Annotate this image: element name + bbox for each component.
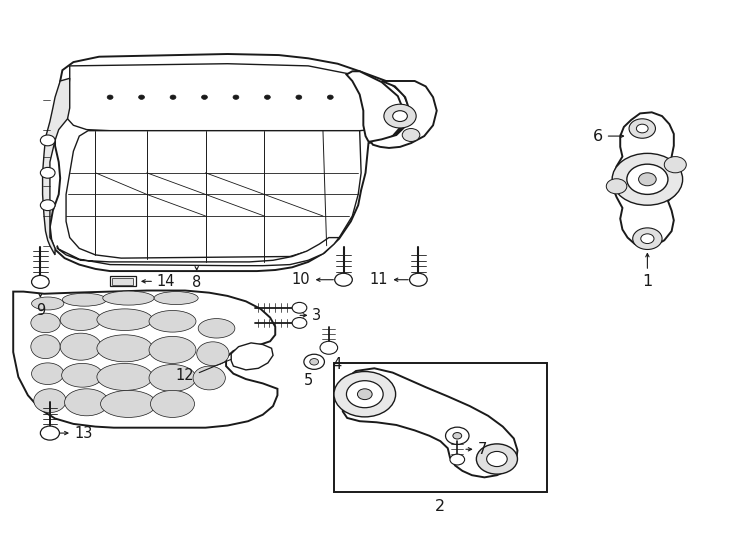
Ellipse shape [197,342,229,366]
Ellipse shape [97,309,153,330]
Ellipse shape [149,364,196,391]
Polygon shape [231,343,273,370]
Circle shape [40,167,55,178]
Circle shape [139,95,145,99]
Polygon shape [346,71,404,143]
Polygon shape [343,368,517,477]
Ellipse shape [60,333,101,360]
Circle shape [606,179,627,194]
Circle shape [107,95,113,99]
Text: 7: 7 [478,442,487,457]
Polygon shape [50,54,410,271]
Circle shape [32,275,49,288]
Bar [110,276,136,286]
Circle shape [627,164,668,194]
Circle shape [40,135,55,146]
Circle shape [402,129,420,141]
Ellipse shape [60,309,101,330]
Text: 8: 8 [192,275,201,291]
Circle shape [393,111,407,122]
Bar [112,278,133,285]
Circle shape [320,341,338,354]
Polygon shape [613,112,681,247]
Circle shape [335,273,352,286]
Ellipse shape [31,335,60,359]
Circle shape [264,95,270,99]
Ellipse shape [150,390,195,417]
Text: 4: 4 [333,357,342,373]
Circle shape [296,95,302,99]
Circle shape [40,200,55,211]
Polygon shape [66,131,361,258]
Circle shape [357,389,372,400]
Circle shape [202,95,208,99]
Circle shape [346,381,383,408]
Circle shape [487,451,507,467]
Circle shape [664,157,686,173]
Circle shape [292,318,307,328]
Ellipse shape [193,366,225,390]
Circle shape [446,427,469,444]
Circle shape [612,153,683,205]
Circle shape [636,124,648,133]
Ellipse shape [149,310,196,332]
Circle shape [453,433,462,439]
Circle shape [450,454,465,465]
Polygon shape [57,238,339,266]
Polygon shape [66,64,395,131]
Ellipse shape [32,363,64,384]
Circle shape [384,104,416,128]
Ellipse shape [65,389,109,416]
Text: 1: 1 [642,274,653,289]
Text: 13: 13 [74,426,92,441]
Text: 6: 6 [593,129,603,144]
Text: 12: 12 [176,368,195,383]
Ellipse shape [103,291,154,305]
Circle shape [170,95,176,99]
Circle shape [304,354,324,369]
Circle shape [233,95,239,99]
Text: 10: 10 [291,272,310,287]
Polygon shape [13,291,277,428]
Text: 11: 11 [369,272,388,287]
Ellipse shape [101,390,156,417]
Bar [334,363,547,492]
Ellipse shape [34,389,66,413]
Circle shape [629,119,655,138]
Text: 5: 5 [303,373,313,388]
Circle shape [639,173,656,186]
Polygon shape [43,78,70,255]
Circle shape [40,426,59,440]
Ellipse shape [154,292,198,305]
Ellipse shape [198,319,235,338]
Circle shape [327,95,333,99]
Ellipse shape [62,363,103,387]
Circle shape [410,273,427,286]
Text: 3: 3 [312,308,321,323]
Ellipse shape [97,363,153,390]
Circle shape [334,372,396,417]
Circle shape [476,444,517,474]
Ellipse shape [32,297,64,310]
Circle shape [633,228,662,249]
Text: 9: 9 [36,303,45,319]
Ellipse shape [31,313,60,333]
Text: 2: 2 [435,499,446,514]
Ellipse shape [149,336,196,363]
Circle shape [641,234,654,244]
Ellipse shape [97,335,153,362]
Circle shape [292,302,307,313]
Text: 14: 14 [156,274,175,289]
Ellipse shape [62,293,106,306]
Polygon shape [371,81,437,148]
Circle shape [310,359,319,365]
